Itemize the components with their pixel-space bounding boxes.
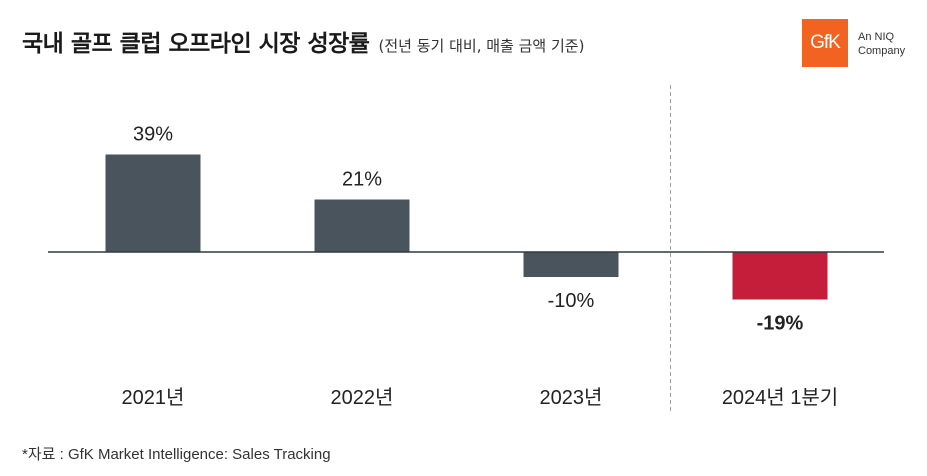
gfk-logo: GfK [802, 19, 848, 67]
chart-header: 국내 골프 클럽 오프라인 시장 성장률 (전년 동기 대비, 매출 금액 기준… [22, 24, 584, 58]
bar-1 [105, 154, 201, 252]
bar-2 [314, 199, 410, 252]
chart-title: 국내 골프 클럽 오프라인 시장 성장률 [22, 31, 370, 57]
data-label-1: 39% [133, 124, 173, 146]
source-note: *자료 : GfK Market Intelligence: Sales Tra… [22, 446, 331, 463]
logo-tagline-line-2: Company [858, 45, 906, 57]
data-label-3: -10% [548, 290, 595, 312]
data-label-4: -19% [757, 313, 804, 335]
data-label-2: 21% [342, 169, 382, 191]
x-tick-label-1: 2021년 [122, 386, 185, 409]
x-tick-label-4: 2024년 1분기 [722, 386, 838, 409]
chart-subtitle: (전년 동기 대비, 매출 금액 기준) [378, 37, 585, 55]
bar-4 [732, 252, 828, 300]
x-tick-label-3: 2023년 [540, 386, 603, 409]
logo-tagline: An NIQ Company [858, 30, 905, 58]
x-tick-label-2: 2022년 [331, 386, 394, 409]
bar-3 [523, 252, 619, 277]
logo-mark: GfK [810, 32, 841, 53]
logo-tagline-line-1: An NIQ [858, 31, 895, 43]
